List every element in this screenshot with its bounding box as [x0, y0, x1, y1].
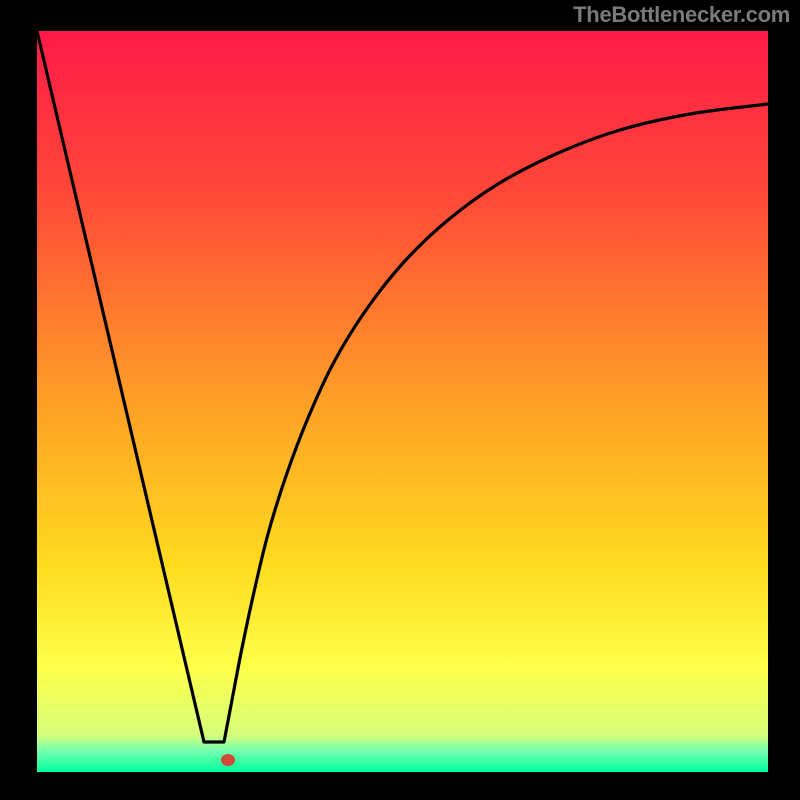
plot-gradient-area [37, 31, 768, 772]
chart-container: TheBottlenecker.com [0, 0, 800, 800]
optimal-marker-dot [221, 754, 235, 766]
watermark-text: TheBottlenecker.com [573, 2, 790, 28]
